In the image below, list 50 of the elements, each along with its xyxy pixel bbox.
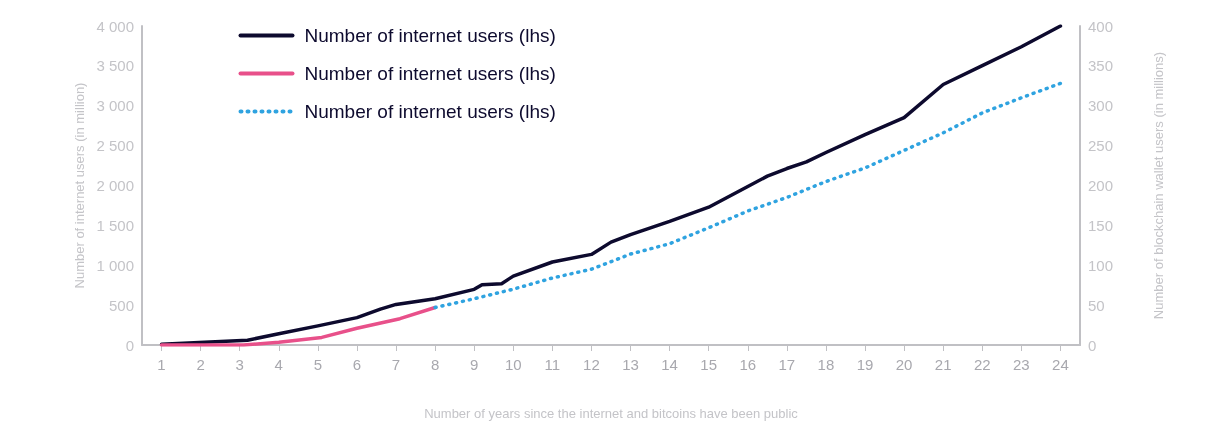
y2-tick-label: 200 [1088, 177, 1114, 194]
y2-axis-title: Number of blockchain wallet users (in millions) [1151, 51, 1166, 320]
legend-label: Number of internet users (lhs) [304, 101, 556, 122]
y2-tick-label: 100 [1088, 256, 1114, 274]
x-tick-label: 11 [544, 356, 561, 373]
y2-tick-label: 300 [1088, 97, 1114, 115]
x-tick-label: 14 [661, 356, 678, 373]
line-series [159, 305, 437, 347]
x-tick-label: 20 [895, 356, 913, 373]
x-tick-label: 3 [235, 356, 244, 373]
x-tick-label: 2 [196, 356, 205, 373]
x-tick-label: 17 [778, 356, 796, 373]
y-tick-label: 3 500 [96, 57, 134, 75]
y2-tick-label: 50 [1088, 296, 1105, 314]
y2-tick-label: 350 [1088, 57, 1114, 75]
legend-label: Number of internet users (lhs) [304, 63, 556, 84]
y-tick-label: 1 000 [96, 256, 134, 274]
y-tick-label: 1 500 [96, 216, 134, 234]
line-series [159, 24, 1063, 346]
y2-tick-label: 250 [1088, 137, 1114, 155]
x-tick-label: 22 [973, 356, 991, 373]
y2-tick-label: 150 [1088, 216, 1114, 234]
x-tick-label: 23 [1013, 356, 1030, 373]
x-tick-label: 5 [313, 356, 323, 373]
x-tick-label: 19 [856, 356, 874, 373]
x-tick-label: 6 [352, 356, 362, 373]
x-tick-label: 1 [157, 356, 166, 373]
x-tick-label: 13 [622, 356, 639, 373]
y-tick-label: 2 000 [96, 177, 134, 194]
y2-tick-label: 400 [1088, 17, 1114, 35]
x-tick-label: 9 [470, 356, 479, 373]
x-tick-label: 18 [817, 356, 835, 373]
y-tick-label: 0 [125, 336, 134, 354]
x-tick-label: 24 [1052, 356, 1069, 373]
y-axis-title: Number of internet users (in million) [71, 82, 87, 289]
y-tick-label: 4 000 [96, 17, 134, 35]
y-tick-label: 3 000 [96, 97, 134, 115]
x-tick-label: 15 [700, 356, 718, 373]
x-tick-label: 21 [934, 356, 952, 373]
x-tick-label: 8 [430, 356, 440, 373]
legend-label: Number of internet users (lhs) [304, 25, 556, 46]
x-tick-label: 7 [391, 356, 401, 373]
y-tick-label: 500 [108, 296, 134, 314]
x-tick-label: 12 [583, 356, 600, 373]
x-tick-label: 16 [739, 356, 757, 373]
y-tick-label: 2 500 [96, 137, 134, 155]
y2-tick-label: 0 [1088, 336, 1097, 354]
x-tick-label: 4 [274, 356, 283, 373]
x-axis-title: Number of years since the internet and bitcoins have been public [424, 406, 799, 421]
x-tick-label: 10 [504, 356, 522, 373]
